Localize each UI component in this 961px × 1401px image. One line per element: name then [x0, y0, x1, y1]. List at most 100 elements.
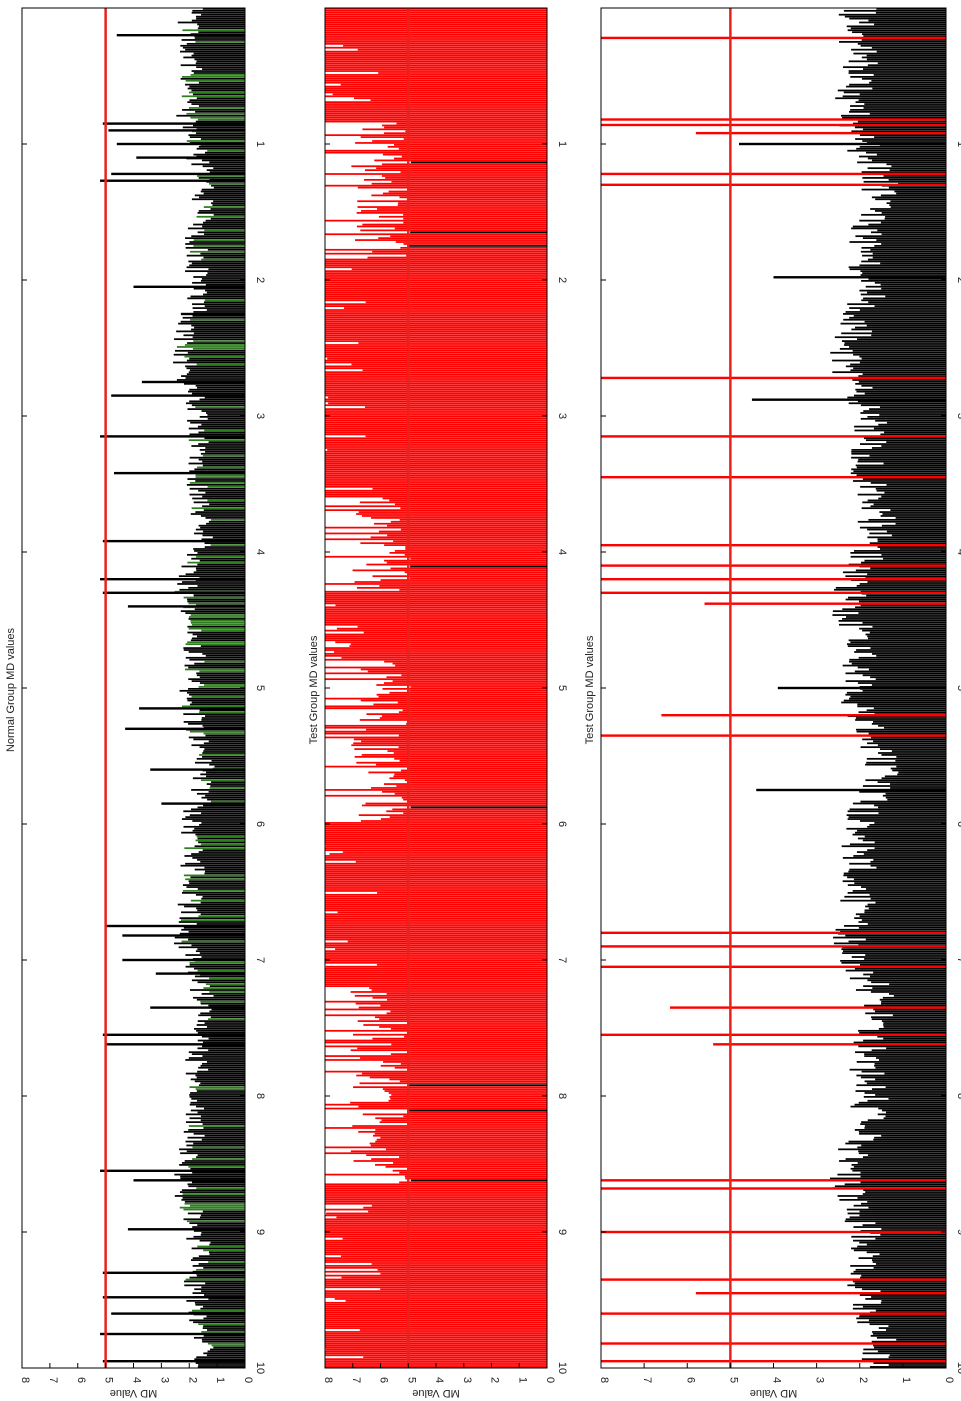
bar: [855, 719, 946, 721]
bar: [863, 1348, 946, 1351]
spike-bar: [102, 1360, 246, 1363]
bar: [184, 855, 245, 857]
bar: [870, 248, 946, 251]
bar: [393, 752, 547, 754]
spike-bar: [161, 802, 245, 805]
bar: [898, 771, 946, 774]
bar: [392, 808, 547, 811]
bar: [194, 1288, 245, 1291]
bar: [407, 800, 547, 803]
bar: [855, 1090, 946, 1092]
bar: [852, 802, 946, 805]
bar: [877, 1035, 946, 1038]
spike-bar: [601, 1312, 946, 1315]
bar: [393, 1162, 547, 1164]
bar: [192, 1158, 245, 1160]
bar: [325, 649, 547, 651]
bar: [186, 1220, 245, 1223]
bar: [325, 109, 547, 111]
bar: [325, 134, 547, 137]
bar: [325, 936, 547, 939]
bar: [325, 313, 547, 315]
bar: [838, 620, 946, 622]
bar: [205, 517, 245, 519]
bar: [855, 138, 946, 140]
bar: [325, 1239, 547, 1242]
bar: [200, 526, 245, 529]
bar: [860, 293, 946, 296]
bar: [363, 1206, 547, 1209]
bar: [371, 182, 547, 185]
bar: [890, 787, 946, 789]
y-tick-label: 8: [19, 1377, 31, 1383]
bar: [366, 563, 547, 566]
bar: [398, 202, 547, 205]
bar: [186, 254, 245, 257]
bar: [198, 1084, 245, 1087]
bar: [197, 1070, 245, 1073]
bar: [325, 1270, 547, 1273]
bar: [325, 1336, 547, 1339]
bar: [181, 1162, 245, 1164]
bar: [200, 1233, 245, 1236]
bar: [206, 1315, 245, 1318]
bar: [325, 876, 547, 879]
bar: [390, 520, 547, 523]
bar: [325, 470, 547, 473]
bar: [867, 1119, 946, 1122]
bar: [195, 474, 245, 477]
bar: [198, 915, 245, 918]
bar: [890, 509, 946, 512]
bar: [871, 159, 946, 162]
bar: [325, 266, 547, 269]
bar: [408, 1111, 547, 1114]
bar: [201, 993, 245, 995]
bar: [213, 186, 245, 189]
bar: [208, 268, 245, 271]
bar: [174, 942, 245, 945]
bar: [189, 989, 245, 991]
bar: [201, 796, 245, 799]
bar: [325, 614, 547, 616]
bar: [862, 1156, 946, 1158]
bar: [862, 128, 946, 131]
bar: [375, 1117, 547, 1120]
bar: [325, 592, 547, 595]
bar: [325, 1241, 547, 1244]
bar: [185, 83, 245, 86]
bar: [355, 239, 547, 241]
bar: [325, 1243, 547, 1246]
bar: [202, 1340, 245, 1343]
bar: [856, 147, 946, 150]
bar: [188, 91, 245, 94]
bar: [325, 330, 547, 333]
bar: [204, 684, 245, 686]
bar: [197, 635, 245, 638]
bar: [200, 901, 245, 904]
bar: [858, 1150, 946, 1153]
bar: [200, 252, 245, 255]
bar: [404, 553, 547, 556]
bar: [201, 278, 245, 280]
bar: [325, 1305, 547, 1308]
bar: [325, 866, 547, 869]
bar: [855, 606, 946, 609]
bar: [359, 1057, 547, 1059]
bar: [888, 178, 946, 181]
bar: [325, 919, 547, 921]
bar: [391, 180, 547, 183]
bar: [850, 27, 946, 30]
bar: [881, 1134, 946, 1137]
bar: [879, 998, 946, 1001]
bar: [356, 212, 547, 214]
bar: [325, 647, 547, 649]
bar: [194, 662, 245, 665]
bar: [372, 487, 547, 490]
spike-bar: [601, 945, 946, 948]
bar: [325, 437, 547, 440]
bar: [325, 443, 547, 445]
bar: [870, 676, 946, 679]
x-tick-label: 5: [955, 685, 961, 691]
bar: [848, 940, 946, 943]
